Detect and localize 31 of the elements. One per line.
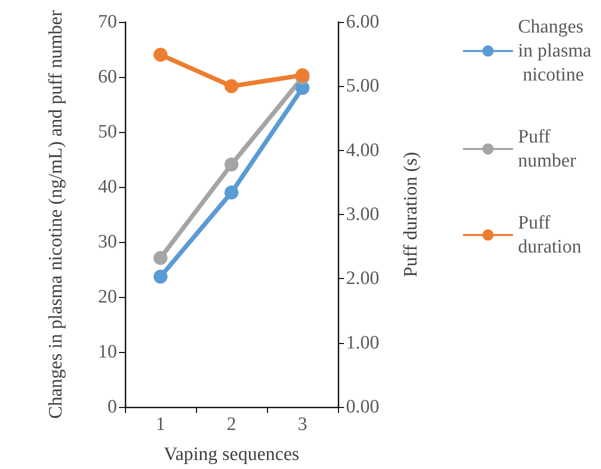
point	[154, 250, 168, 265]
y-tick-label: 0	[108, 396, 117, 418]
point	[296, 68, 310, 82]
point	[154, 270, 168, 284]
y-tick-label: 50	[98, 122, 117, 142]
y2-tick-label: 1.00	[346, 332, 380, 354]
y-tick-label: 30	[98, 232, 117, 252]
x-tick-label: 2	[226, 414, 236, 435]
point	[224, 157, 238, 172]
x-axis-title: Vaping sequences	[164, 444, 300, 465]
y2-tick-label: 6.00	[346, 12, 380, 32]
point	[154, 48, 168, 62]
legend-label: Puff duration	[518, 212, 582, 258]
y-tick-label: 20	[98, 286, 117, 308]
y-tick-label: 70	[98, 12, 117, 32]
legend-label: Changes in plasma nicotine	[518, 16, 592, 86]
point	[224, 79, 238, 94]
y2-tick-label: 5.00	[346, 76, 380, 97]
y2-axis-title: Puff duration (s)	[400, 152, 422, 278]
point	[224, 186, 238, 200]
y2-tick-label: 4.00	[346, 140, 380, 161]
y-tick-label: 40	[98, 176, 117, 198]
y-tick-label: 10	[98, 342, 117, 362]
y2-tick-label: 3.00	[346, 204, 380, 225]
x-tick-label: 3	[298, 414, 308, 435]
x-tick-label: 1	[156, 414, 166, 435]
y2-tick-label: 2.00	[346, 268, 380, 290]
legend-label: Puff number	[518, 126, 577, 172]
y-axis-title: Changes in plasma nicotine (ng/mL) and puff number	[46, 10, 66, 419]
y-tick-label: 60	[98, 66, 117, 88]
y2-tick-label: 0.00	[346, 396, 380, 418]
